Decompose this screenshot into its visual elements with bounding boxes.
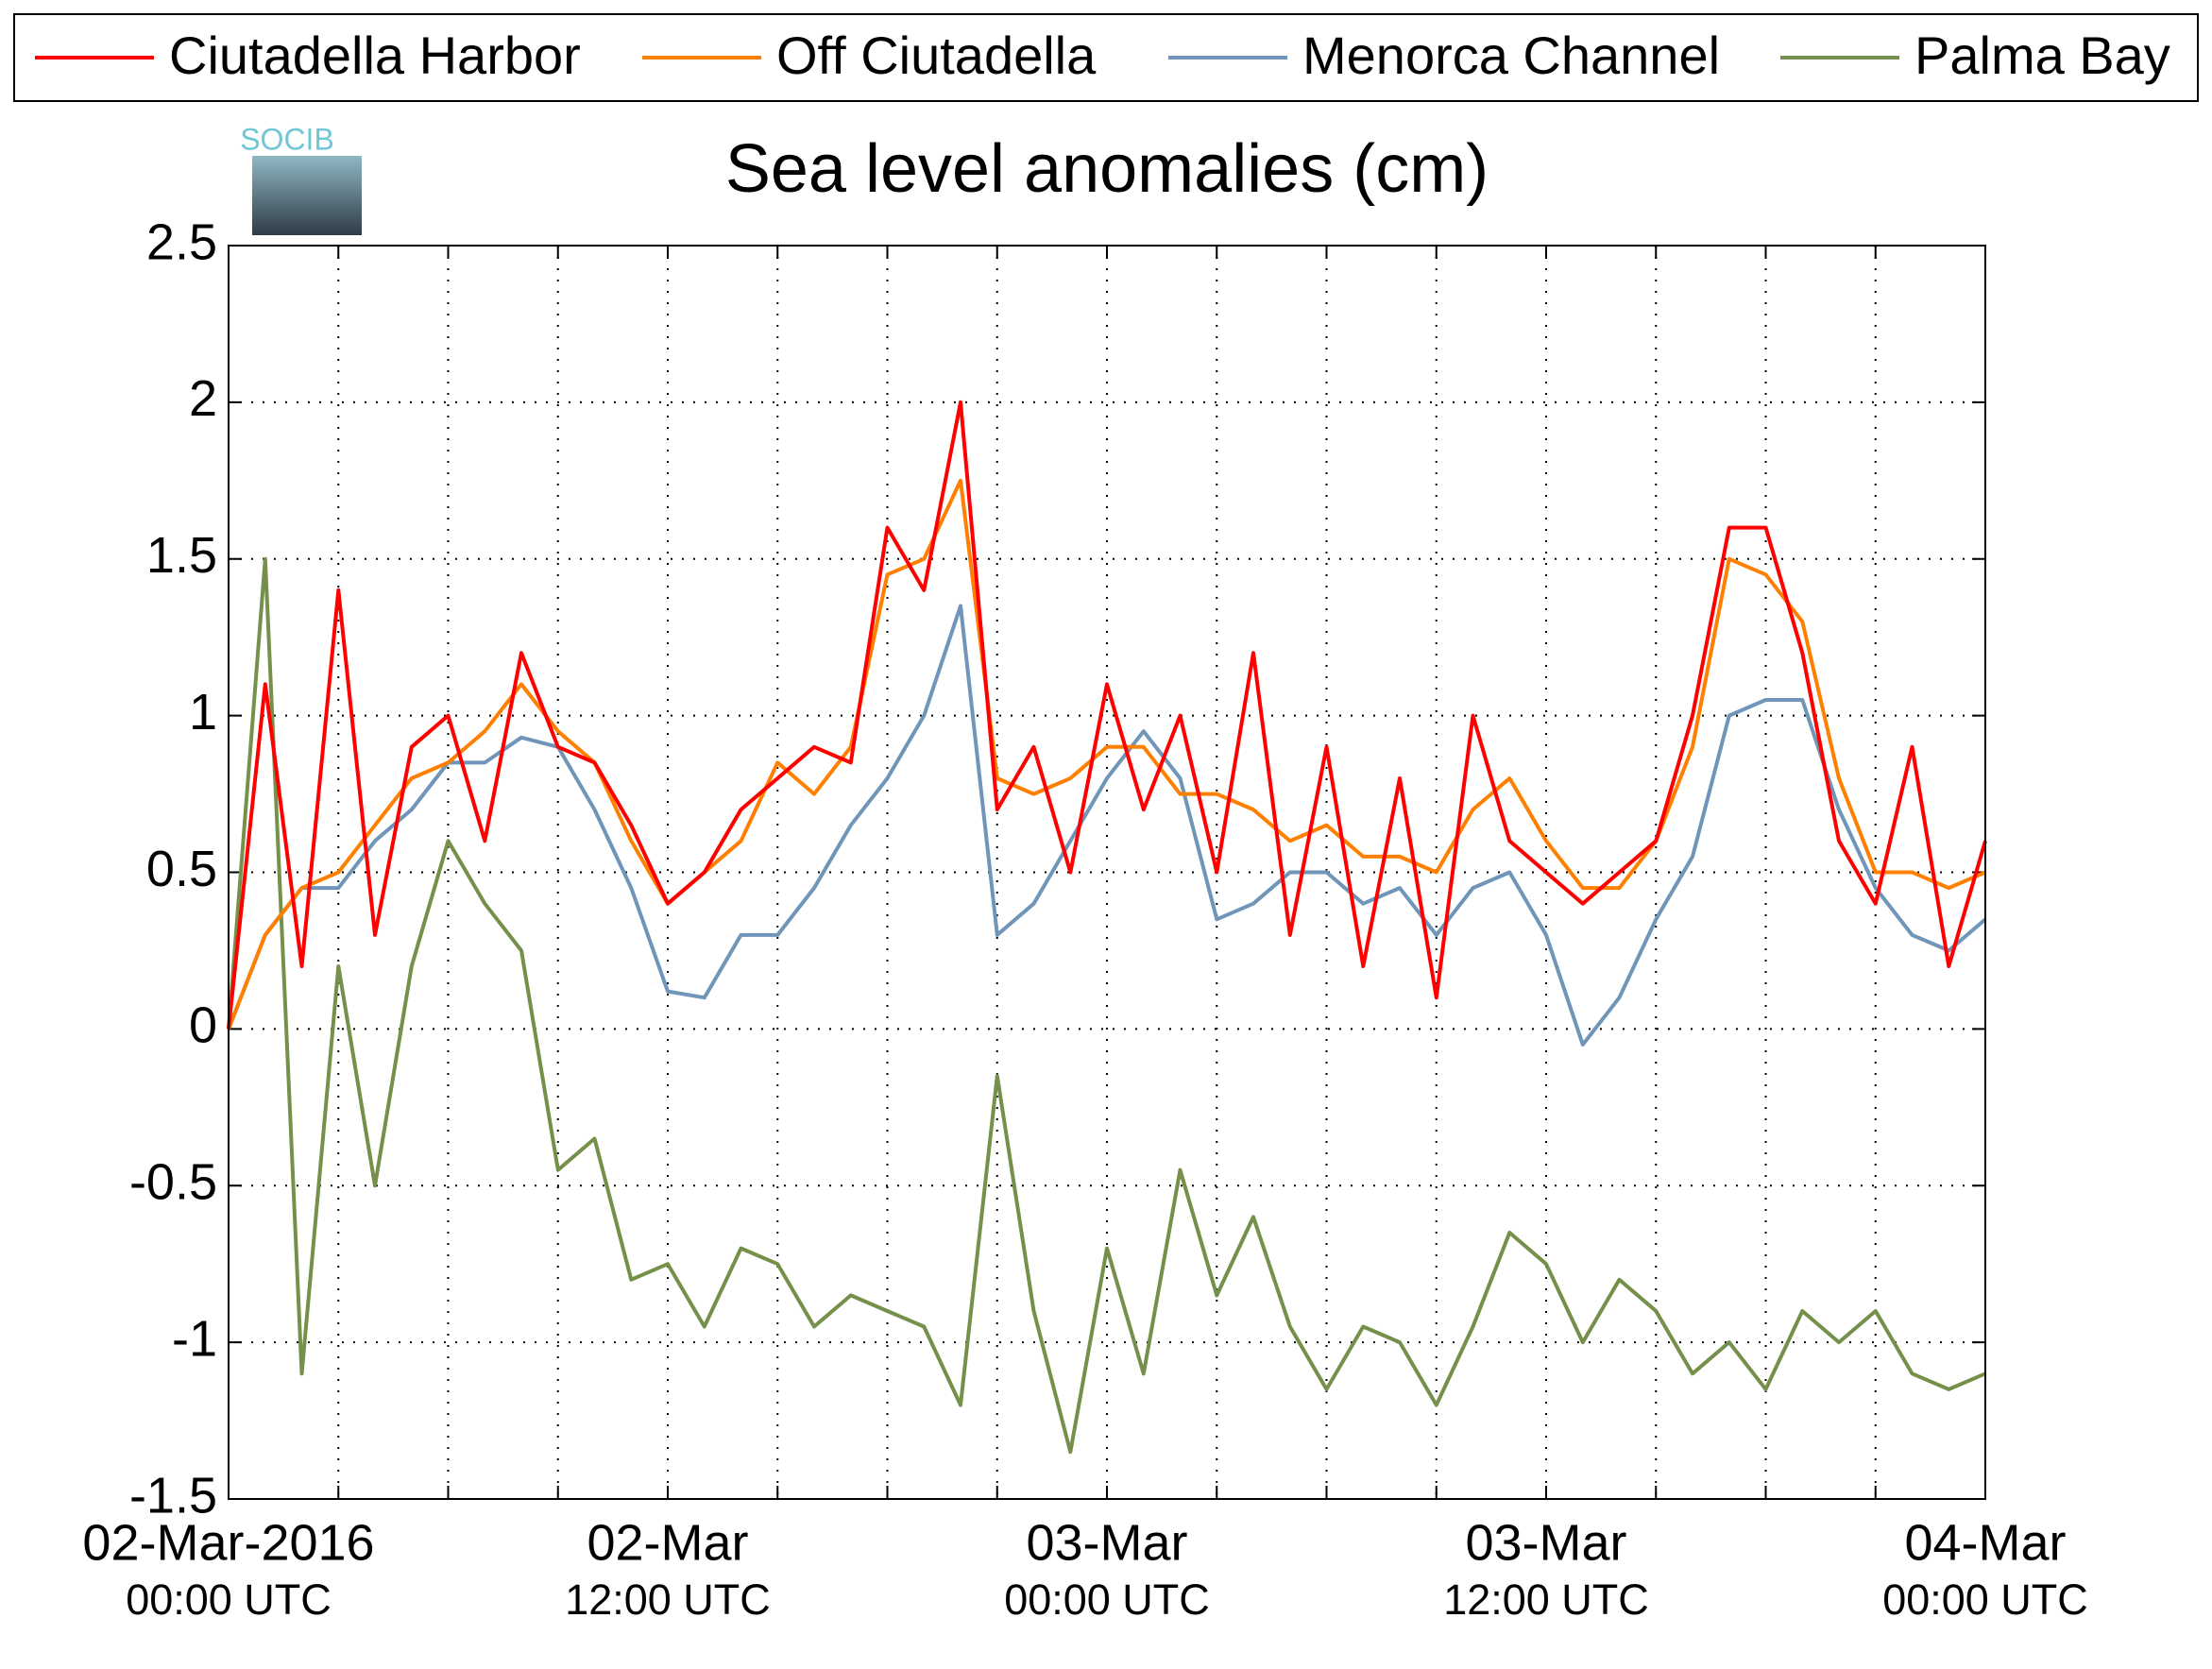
logo: SOCIB xyxy=(240,122,362,235)
x-tick-label: 02-Mar-2016 xyxy=(82,1514,374,1571)
x-tick-label: 00:00 UTC xyxy=(1882,1575,2088,1624)
y-tick-label: 0.5 xyxy=(146,841,217,897)
x-tick-label: 12:00 UTC xyxy=(1443,1575,1649,1624)
x-tick-label: 12:00 UTC xyxy=(565,1575,771,1624)
series-line xyxy=(227,478,1986,1030)
y-tick-label: 0 xyxy=(189,997,217,1054)
series-line xyxy=(227,604,1987,1047)
y-tick-label: 2 xyxy=(189,370,217,427)
y-tick-label: -1 xyxy=(172,1310,217,1367)
series-line xyxy=(227,400,1987,1030)
x-tick-label: 00:00 UTC xyxy=(1004,1575,1210,1624)
y-tick-label: 1.5 xyxy=(146,527,217,584)
legend-label: Palma Bay xyxy=(1914,26,2170,85)
series-line xyxy=(227,556,1986,1455)
plot-frame xyxy=(228,245,1986,1500)
y-tick-label: -0.5 xyxy=(129,1154,217,1211)
x-tick-label: 03-Mar xyxy=(1026,1514,1187,1571)
logo-image xyxy=(252,156,362,235)
y-tick-label: -1.5 xyxy=(129,1467,217,1524)
x-tick-label: 00:00 UTC xyxy=(126,1575,332,1624)
chart-title: Sea level anomalies (cm) xyxy=(725,131,1489,207)
y-tick-label: 1 xyxy=(189,684,217,741)
plot-area xyxy=(229,246,1985,1499)
x-tick-label: 02-Mar xyxy=(587,1514,748,1571)
legend-label: Menorca Channel xyxy=(1302,26,1720,85)
legend-label: Ciutadella Harbor xyxy=(169,26,581,85)
legend-label: Off Ciutadella xyxy=(776,26,1097,85)
logo-text: SOCIB xyxy=(240,122,334,156)
x-tick-label: 04-Mar xyxy=(1904,1514,2066,1571)
y-tick-label: 2.5 xyxy=(146,213,217,270)
x-tick-label: 03-Mar xyxy=(1465,1514,1626,1571)
